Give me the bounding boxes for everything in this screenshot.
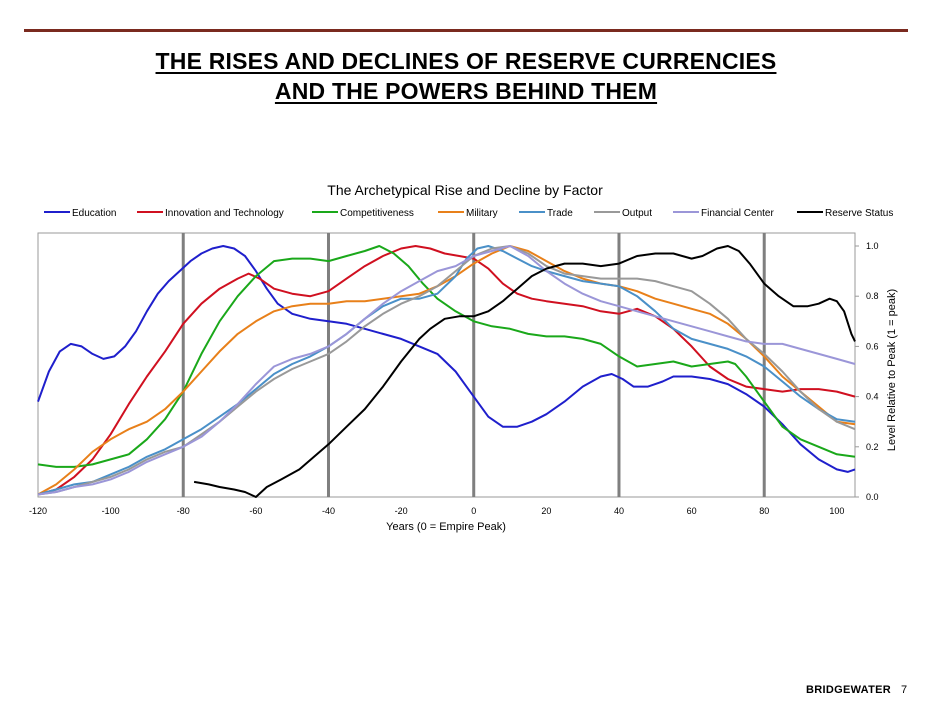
top-rule <box>24 29 908 32</box>
x-tick-label: 80 <box>759 506 769 516</box>
x-tick-label: -20 <box>395 506 408 516</box>
legend-label: Trade <box>547 208 573 219</box>
y-tick-label: 0.0 <box>866 492 879 502</box>
y-axis-label: Level Relative to Peak (1 = peak) <box>886 289 898 451</box>
chart-series <box>37 245 856 498</box>
x-axis-label: Years (0 = Empire Peak) <box>386 521 506 533</box>
series-line-competitiveness <box>37 245 856 468</box>
series-line-reserve-status <box>193 245 856 498</box>
legend-label: Competitiveness <box>340 208 414 219</box>
x-tick-label: 20 <box>541 506 551 516</box>
x-axis: -120 -100 -80 -60 -40 -20 0 20 40 60 80 100 <box>29 506 844 516</box>
legend-label: Financial Center <box>701 208 774 219</box>
chart-title: The Archetypical Rise and Decline by Fac… <box>327 182 603 198</box>
x-tick-label: -100 <box>102 506 120 516</box>
chart-legend: Education Innovation and Technology Compet… <box>44 208 893 219</box>
slide-title-line-2: AND THE POWERS BEHIND THEM <box>274 78 658 104</box>
x-tick-label: 60 <box>687 506 697 516</box>
brand-logo: BRIDGEWATER <box>806 684 891 696</box>
x-tick-label: 40 <box>614 506 624 516</box>
x-tick-label: -80 <box>177 506 190 516</box>
series-line-innovation-and-technology <box>37 245 856 496</box>
y-axis: 0.0 0.2 0.4 0.6 0.8 1.0 <box>855 241 879 502</box>
y-tick-label: 0.6 <box>866 341 879 351</box>
vertical-reference-lines <box>181 233 766 497</box>
x-tick-label: -120 <box>29 506 47 516</box>
x-tick-label: 0 <box>471 506 476 516</box>
page-number: 7 <box>901 684 908 696</box>
y-tick-label: 0.4 <box>866 392 879 402</box>
y-tick-label: 1.0 <box>866 241 879 251</box>
legend-label: Military <box>466 208 498 219</box>
x-tick-label: -40 <box>322 506 335 516</box>
series-line-financial-center <box>37 245 856 496</box>
legend-label: Output <box>622 208 652 219</box>
slide-title: THE RISES AND DECLINES OF RESERVE CURREN… <box>0 46 932 106</box>
series-line-education <box>37 245 856 473</box>
legend-label: Education <box>72 208 116 219</box>
series-line-military <box>37 245 856 496</box>
legend-label: Innovation and Technology <box>165 208 284 219</box>
y-tick-label: 0.2 <box>866 442 879 452</box>
slide-title-line-1: THE RISES AND DECLINES OF RESERVE CURREN… <box>155 48 777 74</box>
series-line-output <box>37 245 856 496</box>
x-tick-label: 100 <box>829 506 844 516</box>
legend-label: Reserve Status <box>825 208 893 219</box>
y-tick-label: 0.8 <box>866 291 879 301</box>
plot-area <box>37 232 856 498</box>
x-tick-label: -60 <box>249 506 262 516</box>
